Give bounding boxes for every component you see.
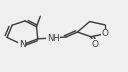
Text: O: O — [102, 29, 108, 38]
Text: N: N — [19, 40, 26, 49]
Text: O: O — [92, 40, 99, 49]
Text: NH: NH — [47, 34, 60, 43]
